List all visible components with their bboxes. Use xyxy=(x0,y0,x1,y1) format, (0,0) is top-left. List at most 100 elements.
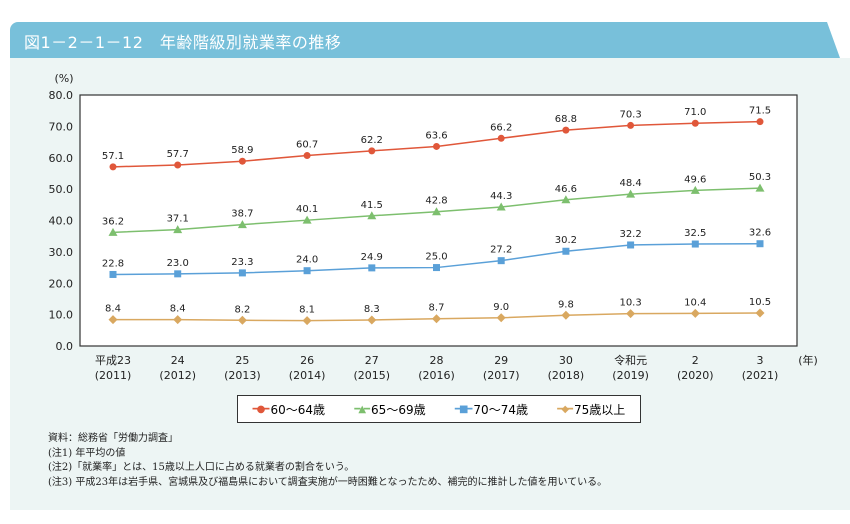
data-point xyxy=(174,161,182,169)
data-point xyxy=(690,308,700,318)
data-label: 9.8 xyxy=(558,299,574,310)
data-label: 10.4 xyxy=(684,297,706,308)
data-label: 60.7 xyxy=(296,140,318,151)
data-point xyxy=(626,189,636,198)
data-point xyxy=(561,310,571,320)
data-point xyxy=(238,157,246,165)
data-point xyxy=(432,207,441,216)
data-label: 58.9 xyxy=(231,145,253,156)
data-label: 38.7 xyxy=(231,209,253,220)
data-label: 10.5 xyxy=(749,297,771,308)
figure-header: 図1－2－1－12 年齢階級別就業率の推移 xyxy=(10,22,840,58)
data-point xyxy=(627,121,635,129)
x-tick-label: 26 xyxy=(300,354,314,367)
data-label: 32.5 xyxy=(684,228,706,239)
x-tick-label: 令和元 xyxy=(614,353,647,367)
x-tick-label-year: (2020) xyxy=(677,369,714,382)
data-label: 40.1 xyxy=(296,204,318,215)
x-tick-label: 3 xyxy=(757,354,764,367)
x-tick-label-year: (2016) xyxy=(418,369,455,382)
data-label: 8.4 xyxy=(105,304,121,315)
x-tick-label-year: (2018) xyxy=(548,369,585,382)
legend-item: ━▲━ 65～69歳 xyxy=(354,401,425,418)
data-label: 37.1 xyxy=(167,214,189,225)
data-point xyxy=(303,267,311,275)
data-label: 42.8 xyxy=(425,196,447,207)
y-tick-label: 30.0 xyxy=(49,246,74,259)
data-label: 41.5 xyxy=(361,200,383,211)
data-label: 71.5 xyxy=(749,106,771,117)
y-tick-label: 50.0 xyxy=(49,183,74,196)
data-label: 25.0 xyxy=(425,252,447,263)
data-label: 32.6 xyxy=(749,228,771,239)
data-point xyxy=(496,313,506,323)
note-2: (注2)「就業率」とは、15歳以上人口に占める就業者の割合をいう。 xyxy=(48,462,355,473)
data-point xyxy=(627,241,635,249)
data-point xyxy=(237,315,247,325)
data-point xyxy=(173,315,183,325)
x-tick-label: 27 xyxy=(365,354,379,367)
legend-label: 65～69歳 xyxy=(371,402,426,417)
y-tick-label: 80.0 xyxy=(49,89,74,102)
y-tick-label: 40.0 xyxy=(49,215,74,228)
data-point xyxy=(755,183,765,192)
notes: 資料：総務省「労働力調査」 (注1) 年平均の値 (注2)「就業率」とは、15歳… xyxy=(48,432,607,490)
legend-item: ━■━ 70～74歳 xyxy=(455,401,528,418)
data-label: 63.6 xyxy=(425,130,447,141)
y-axis-unit: (%) xyxy=(54,72,73,85)
data-label: 8.7 xyxy=(429,303,445,314)
x-tick-label: 25 xyxy=(235,354,249,367)
data-label: 8.3 xyxy=(364,304,380,315)
data-point xyxy=(302,215,312,224)
data-label: 66.2 xyxy=(490,122,512,133)
data-point xyxy=(497,257,505,265)
data-label: 10.3 xyxy=(619,298,641,309)
legend-item: ━◆━ 75歳以上 xyxy=(557,401,625,418)
data-label: 30.2 xyxy=(555,235,577,246)
data-point xyxy=(302,316,312,326)
data-label: 24.9 xyxy=(361,252,383,263)
data-point xyxy=(496,202,506,211)
data-point xyxy=(691,119,699,127)
data-point xyxy=(562,247,570,255)
legend-label: 75歳以上 xyxy=(574,402,626,417)
x-tick-label-year: (2019) xyxy=(612,369,649,382)
data-point xyxy=(562,126,570,134)
data-point xyxy=(690,185,700,194)
data-point xyxy=(109,163,117,171)
data-label: 27.2 xyxy=(490,245,512,256)
data-point xyxy=(626,309,636,319)
data-label: 57.1 xyxy=(102,151,124,162)
legend-label: 70～74歳 xyxy=(473,402,528,417)
data-point xyxy=(561,195,571,204)
data-label: 8.2 xyxy=(234,304,250,315)
data-point xyxy=(368,264,376,272)
legend-diamond-icon: ━◆━ xyxy=(557,403,573,415)
x-tick-label-year: (2021) xyxy=(742,369,779,382)
x-tick-label: 平成23 xyxy=(95,354,131,367)
note-3: (注3) 平成23年は岩手県、宮城県及び福島県において調査実施が一時困難となった… xyxy=(48,476,608,488)
data-point xyxy=(108,227,118,236)
data-label: 48.4 xyxy=(619,178,641,189)
data-point xyxy=(174,270,182,278)
data-label: 8.4 xyxy=(170,304,186,315)
data-point xyxy=(303,152,311,160)
data-point xyxy=(368,147,376,155)
y-tick-label: 10.0 xyxy=(49,309,74,322)
data-label: 57.7 xyxy=(167,149,189,160)
data-point xyxy=(367,211,377,220)
data-label: 24.0 xyxy=(296,255,318,266)
y-tick-label: 60.0 xyxy=(49,152,74,165)
y-tick-label: 0.0 xyxy=(56,340,74,353)
data-point xyxy=(238,269,246,277)
data-label: 9.0 xyxy=(493,302,509,313)
data-label: 46.6 xyxy=(555,184,577,195)
x-tick-label-year: (2012) xyxy=(159,369,196,382)
data-label: 68.8 xyxy=(555,114,577,125)
data-label: 50.3 xyxy=(749,172,771,183)
x-tick-label: 29 xyxy=(494,354,508,367)
data-point xyxy=(756,118,764,126)
data-label: 44.3 xyxy=(490,191,512,202)
x-tick-label-year: (2013) xyxy=(224,369,261,382)
